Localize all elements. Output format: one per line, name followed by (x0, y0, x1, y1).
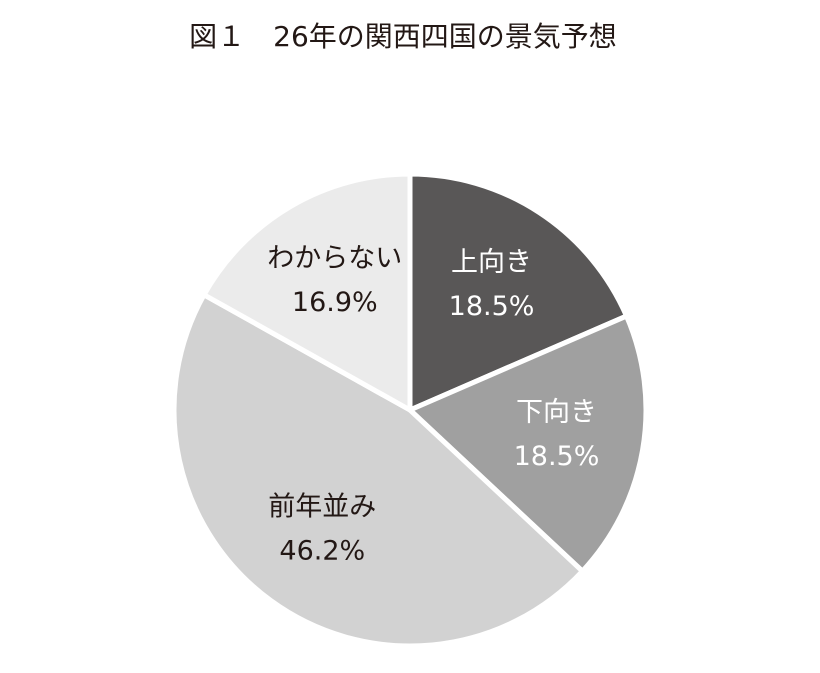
pie-slice (200, 171, 413, 415)
pie-slice (407, 171, 630, 414)
chart-title: 図１ 26年の関西四国の景気予想 (189, 20, 617, 53)
slice-value-label: 46.2% (279, 536, 365, 567)
slice-value-label: 18.5% (514, 441, 600, 472)
pie-slice (171, 291, 586, 649)
slice-label: 前年並み (268, 492, 376, 523)
slice-value-label: 18.5% (449, 291, 535, 322)
slice-label: わからない (267, 243, 402, 274)
slice-value-label: 16.9% (292, 287, 378, 318)
slice-label: 上向き (451, 247, 532, 278)
pie-slice (405, 312, 649, 575)
slice-label: 下向き (516, 397, 597, 428)
